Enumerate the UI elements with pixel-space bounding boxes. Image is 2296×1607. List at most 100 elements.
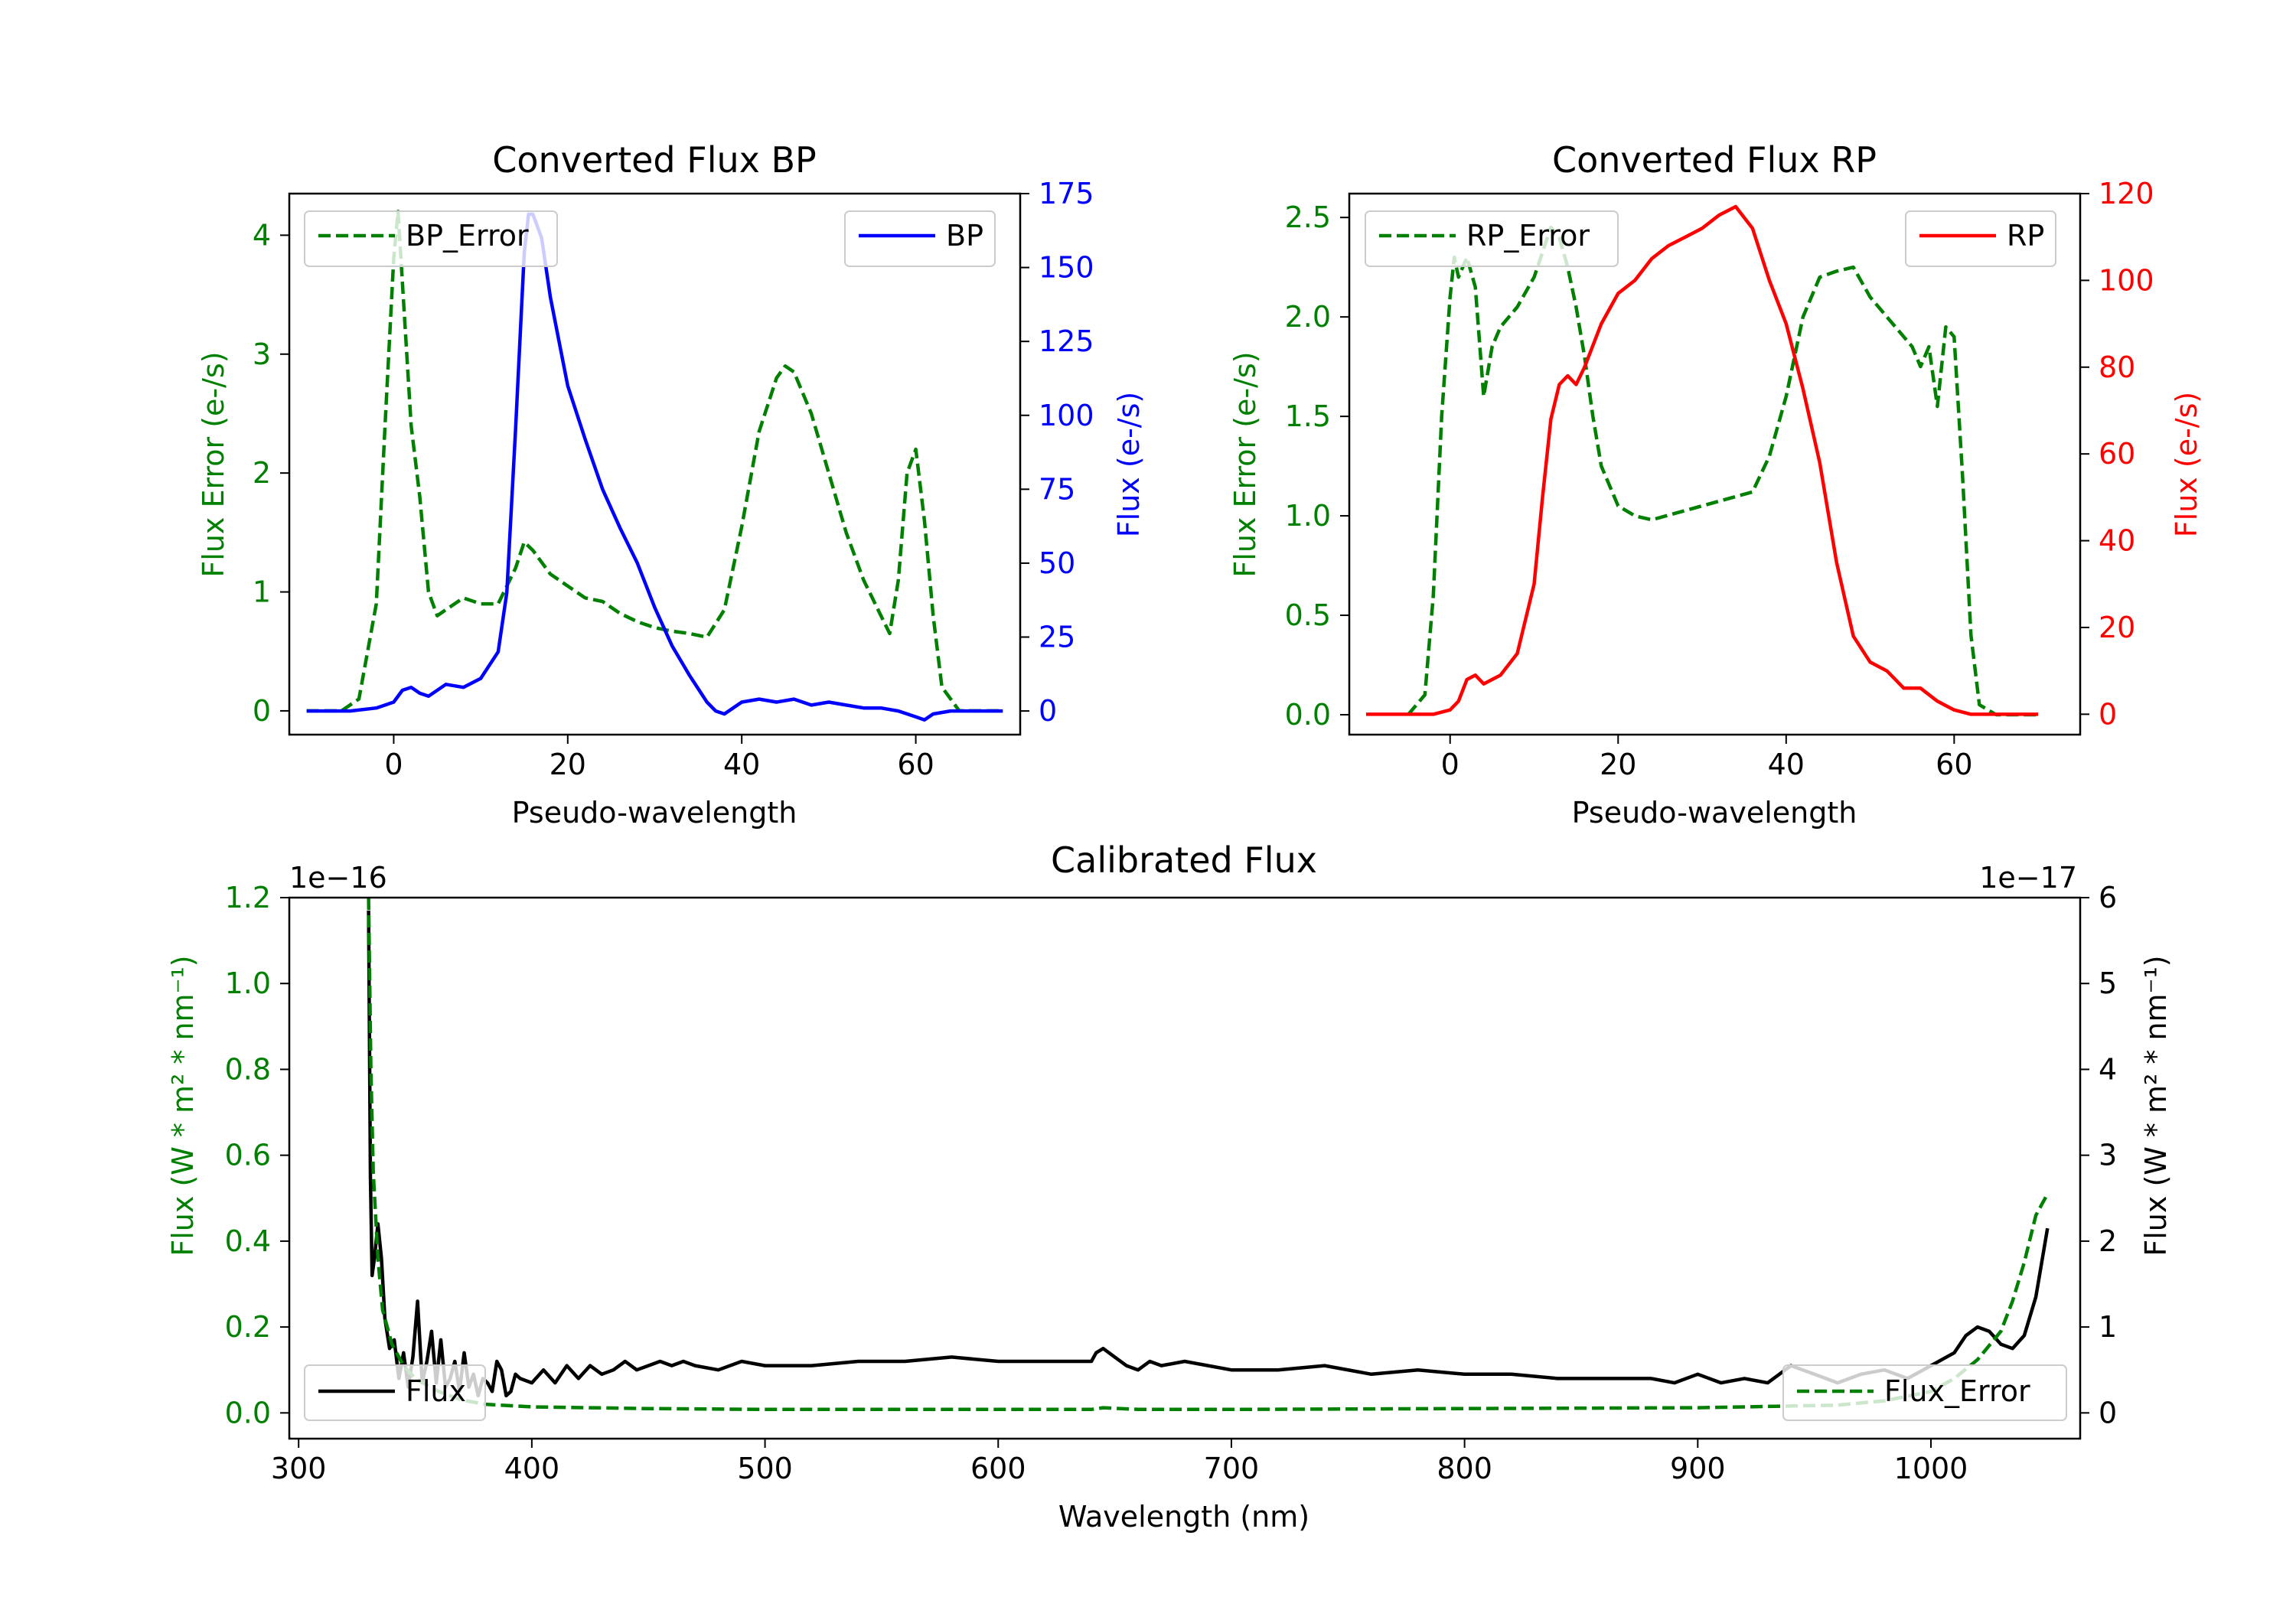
rp-ytick-right-label: 0 [2099, 697, 2117, 731]
bp-xlabel: Pseudo-wavelength [512, 796, 797, 830]
calibrated-ytick-right-label: 2 [2099, 1224, 2117, 1258]
bp-ytick-right-label: 25 [1039, 621, 1075, 654]
bp-ytick-right-label: 150 [1039, 251, 1094, 285]
calibrated-xlabel: Wavelength (nm) [1058, 1500, 1309, 1534]
bp-ylabel-right: Flux (e-/s) [1112, 392, 1146, 537]
calibrated-xtick-label: 300 [271, 1452, 327, 1485]
bp-ytick-right-label: 50 [1039, 546, 1075, 580]
bp-legend-left-box [304, 210, 558, 267]
rp-panel: Converted Flux RP Pseudo-wavelength Flux… [1228, 139, 2203, 830]
calibrated-left-offset: 1e−16 [289, 861, 387, 895]
bp-legend-left: BP_Error [304, 210, 558, 267]
bp-title: Converted Flux BP [492, 139, 817, 181]
bp-legend-left-label: BP_Error [406, 219, 529, 253]
bp-xtick-label: 40 [723, 748, 760, 781]
rp-legend-right-box [1905, 210, 2056, 267]
rp-plot: 0 20 40 60 0.0 0.5 1.0 1.5 2.0 2.5 0 20 40 60 80 100 120 [1285, 177, 2154, 781]
bp-ytick-right-label: 100 [1039, 399, 1094, 432]
bp-legend-right-label: BP [946, 219, 983, 253]
calibrated-series-flux-error [367, 898, 2050, 1412]
rp-legend-right-label: RP [2007, 219, 2044, 253]
rp-ylabel-left: Flux Error (e-/s) [1228, 351, 1262, 577]
rp-ytick-right-label: 100 [2099, 263, 2154, 297]
calibrated-ytick-right-label: 3 [2099, 1139, 2117, 1172]
calibrated-ytick-left-label: 0.8 [225, 1052, 271, 1086]
rp-ytick-left-label: 2.0 [1285, 300, 1331, 334]
calibrated-plot: 300 400 500 600 700 800 900 1000 0.0 0.2 0.4 0.6 0.8… [225, 881, 2118, 1485]
calibrated-xtick-label: 600 [970, 1452, 1026, 1485]
calibrated-legend-right-label: Flux_Error [1884, 1374, 2030, 1408]
bp-ytick-left-label: 2 [253, 456, 271, 490]
rp-xtick-label: 60 [1936, 748, 1972, 781]
rp-ytick-left-label: 2.5 [1285, 200, 1331, 234]
rp-title: Converted Flux RP [1552, 139, 1877, 181]
calibrated-legend-right: Flux_Error [1782, 1364, 2067, 1421]
rp-xtick-label: 20 [1600, 748, 1636, 781]
bp-ytick-right-label: 75 [1039, 472, 1075, 506]
calibrated-xtick-label: 700 [1204, 1452, 1260, 1485]
bp-ytick-right-label: 125 [1039, 324, 1094, 358]
calibrated-xtick-label: 800 [1437, 1452, 1492, 1485]
rp-series-rp [1366, 204, 2039, 716]
calibrated-axes-frame [288, 896, 2082, 1440]
calibrated-right-offset: 1e−17 [1979, 861, 2077, 895]
calibrated-title: Calibrated Flux [1051, 839, 1317, 881]
bp-legend-right-box [844, 210, 996, 267]
calibrated-ytick-left-label: 0.4 [225, 1224, 271, 1258]
bp-ytick-left-label: 4 [253, 218, 271, 252]
rp-legend-left-label: RP_Error [1466, 219, 1590, 253]
calibrated-xtick-label: 400 [504, 1452, 560, 1485]
rp-ytick-right-label: 60 [2099, 437, 2135, 471]
calibrated-legend-left: Flux [304, 1364, 486, 1421]
calibrated-legend-left-label: Flux [406, 1374, 466, 1408]
bp-xtick-label: 0 [384, 748, 403, 781]
calibrated-xtick-label: 1000 [1894, 1452, 1968, 1485]
calibrated-ylabel-left: Flux (W * m² * nm⁻¹) [166, 955, 200, 1256]
calibrated-panel: Calibrated Flux Wavelength (nm) Flux (W … [166, 839, 2173, 1534]
bp-ylabel-left: Flux Error (e-/s) [197, 351, 230, 577]
calibrated-ytick-left-label: 1.0 [225, 966, 271, 1000]
calibrated-ytick-left-label: 0.6 [225, 1139, 271, 1172]
rp-xtick-label: 0 [1441, 748, 1459, 781]
rp-xlabel: Pseudo-wavelength [1572, 796, 1857, 830]
rp-ytick-right-label: 80 [2099, 350, 2135, 384]
bp-legend-right: BP [844, 210, 996, 267]
rp-ytick-right-label: 40 [2099, 524, 2135, 558]
calibrated-ytick-left-label: 1.2 [225, 881, 271, 914]
rp-xtick-label: 40 [1768, 748, 1805, 781]
rp-ytick-left-label: 1.5 [1285, 399, 1331, 433]
calibrated-ytick-right-label: 6 [2099, 881, 2117, 914]
rp-ytick-left-label: 1.0 [1285, 499, 1331, 533]
rp-ytick-left-label: 0.5 [1285, 598, 1331, 632]
rp-series-rp-error [1407, 225, 2039, 717]
bp-ytick-left-label: 0 [253, 694, 271, 728]
rp-ytick-right-label: 120 [2099, 177, 2154, 210]
bp-ytick-left-label: 3 [253, 337, 271, 371]
bp-ytick-right-label: 175 [1039, 177, 1094, 210]
bp-panel: Converted Flux BP Pseudo-wavelength Flux… [197, 139, 1146, 830]
calibrated-ytick-right-label: 0 [2099, 1396, 2117, 1429]
calibrated-ytick-right-label: 5 [2099, 966, 2117, 1000]
rp-legend-left-box [1365, 210, 1619, 267]
rp-axes-frame [1348, 192, 2082, 736]
rp-ytick-left-label: 0.0 [1285, 698, 1331, 732]
calibrated-ytick-left-label: 0.2 [225, 1310, 271, 1344]
rp-ylabel-right: Flux (e-/s) [2170, 392, 2203, 537]
rp-ytick-right-label: 20 [2099, 611, 2135, 644]
calibrated-xtick-label: 500 [737, 1452, 793, 1485]
calibrated-ytick-right-label: 1 [2099, 1310, 2117, 1344]
bp-ytick-right-label: 0 [1039, 694, 1057, 728]
calibrated-legend-right-box [1782, 1364, 2067, 1421]
calibrated-ytick-right-label: 4 [2099, 1052, 2117, 1086]
rp-legend-right: RP [1905, 210, 2056, 267]
bp-xtick-label: 20 [550, 748, 586, 781]
calibrated-xtick-label: 900 [1670, 1452, 1726, 1485]
bp-series-bp-error [306, 210, 1003, 713]
rp-legend-left: RP_Error [1365, 210, 1619, 267]
bp-ytick-left-label: 1 [253, 575, 271, 609]
calibrated-ytick-left-label: 0.0 [225, 1396, 271, 1429]
bp-series-bp [306, 212, 1003, 722]
